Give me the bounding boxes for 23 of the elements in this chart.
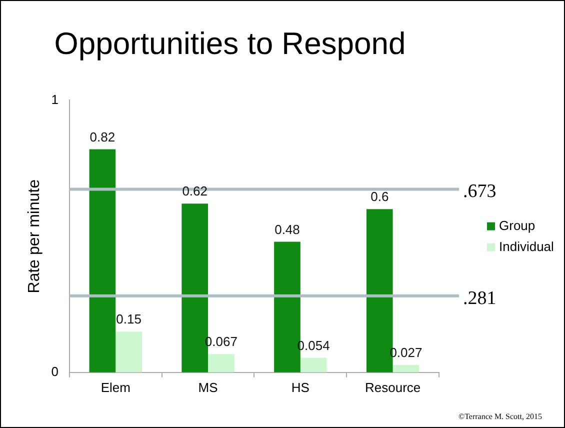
ref-line-label: .673 <box>463 181 496 202</box>
legend-label: Individual <box>499 238 554 254</box>
bar <box>89 149 116 372</box>
x-tick-label: Resource <box>364 380 421 395</box>
x-tick-label: MS <box>198 380 218 395</box>
data-label: 0.48 <box>274 222 300 237</box>
legend-label: Group <box>499 218 536 233</box>
x-tick-label: HS <box>291 380 310 395</box>
y-tick-label: 1 <box>51 92 58 107</box>
ref-line-label: .281 <box>463 288 496 309</box>
text: ©Terrance M. Scott, 2015 <box>458 412 542 421</box>
chart-title: Opportunities to Respond <box>54 26 406 62</box>
bar <box>392 365 420 372</box>
bar <box>116 332 142 372</box>
data-label: 0.62 <box>182 184 208 199</box>
data-label: 0.82 <box>90 129 116 144</box>
x-tick-label: Elem <box>100 380 130 395</box>
bar <box>300 358 327 372</box>
data-label: 0.6 <box>370 189 389 204</box>
y-tick-label: 0 <box>51 364 58 379</box>
bar <box>208 354 234 372</box>
y-axis-title: Rate per minute <box>26 179 44 294</box>
data-label: 0.15 <box>116 312 142 327</box>
